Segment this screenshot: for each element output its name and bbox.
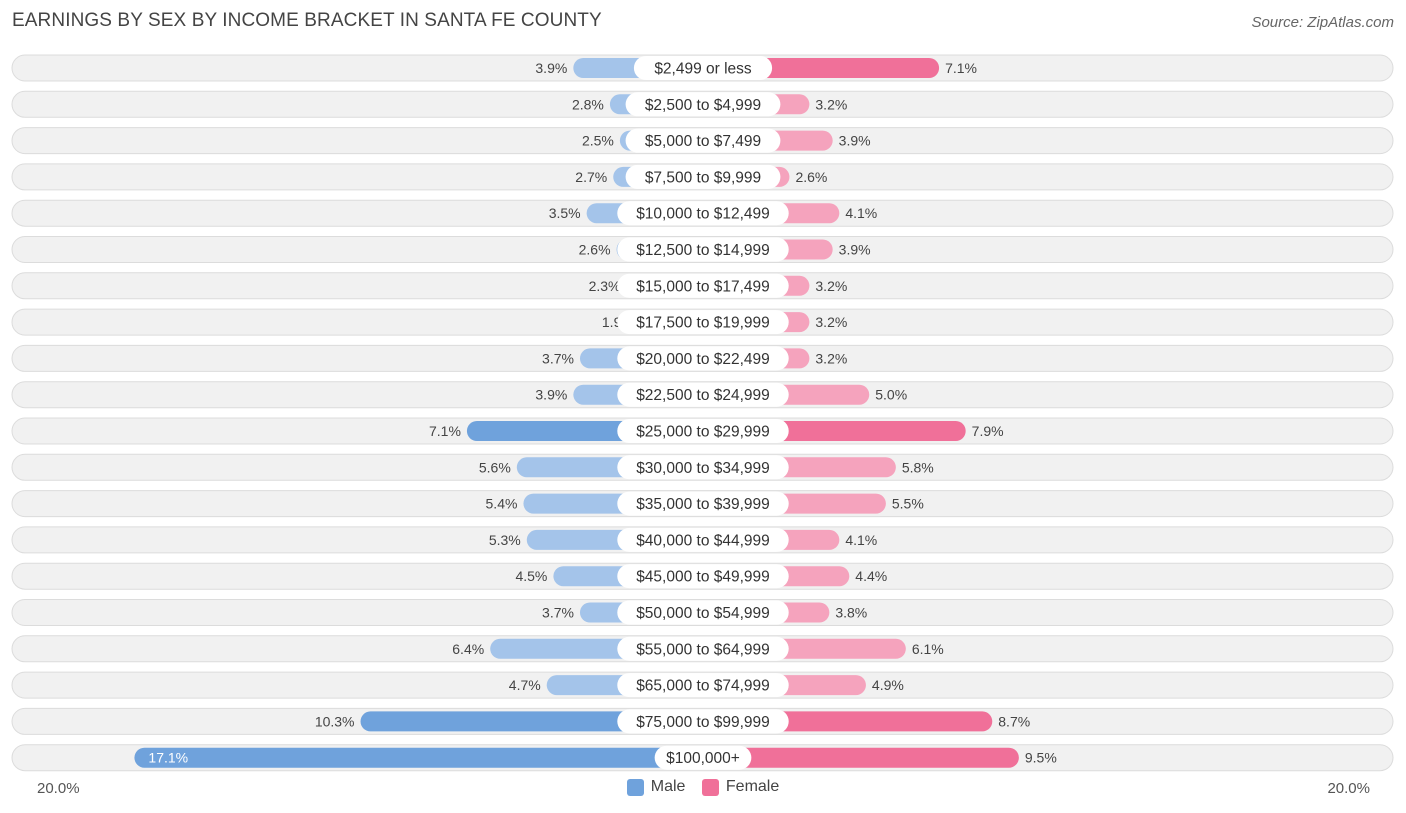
- male-value-label: 5.3%: [489, 532, 521, 548]
- category-label: $15,000 to $17,499: [636, 278, 770, 295]
- female-value-label: 5.8%: [902, 459, 934, 475]
- category-label: $45,000 to $49,999: [636, 569, 770, 586]
- male-value-label: 4.7%: [509, 677, 541, 693]
- category-label: $30,000 to $34,999: [636, 460, 770, 477]
- category-label-box: [617, 527, 789, 552]
- category-label-box: [625, 164, 781, 189]
- female-value-label: 4.1%: [845, 532, 877, 548]
- legend-label-female: Female: [725, 778, 780, 795]
- female-value-label: 8.7%: [998, 713, 1030, 729]
- male-value-label: 17.1%: [148, 750, 188, 766]
- category-label-box: [617, 564, 789, 589]
- category-label: $65,000 to $74,999: [636, 678, 770, 695]
- category-label-box: [617, 636, 789, 661]
- category-label-box: [617, 310, 789, 335]
- category-label: $2,499 or less: [654, 61, 752, 78]
- female-value-label: 5.5%: [892, 496, 924, 512]
- category-label: $7,500 to $9,999: [645, 169, 761, 186]
- category-label: $22,500 to $24,999: [636, 387, 770, 404]
- category-label: $20,000 to $22,499: [636, 351, 770, 368]
- legend-swatch-female: [701, 778, 719, 796]
- male-value-label: 5.4%: [486, 496, 518, 512]
- female-value-label: 3.9%: [839, 242, 871, 258]
- category-label-box: [617, 237, 789, 262]
- female-value-label: 3.8%: [835, 605, 867, 621]
- male-value-label: 2.5%: [582, 133, 614, 149]
- female-value-label: 4.9%: [872, 677, 904, 693]
- male-value-label: 2.3%: [589, 278, 621, 294]
- category-label: $25,000 to $29,999: [636, 424, 770, 441]
- category-label: $35,000 to $39,999: [636, 496, 770, 513]
- female-value-label: 3.2%: [815, 278, 847, 294]
- female-value-label: 6.1%: [912, 641, 944, 657]
- category-label-box: [617, 273, 789, 298]
- category-label: $2,500 to $4,999: [645, 97, 761, 114]
- female-bar[interactable]: [703, 747, 1019, 768]
- category-label-box: [617, 673, 789, 698]
- female-value-label: 4.4%: [855, 568, 887, 584]
- male-value-label: 3.5%: [549, 205, 581, 221]
- category-label: $40,000 to $44,999: [636, 532, 770, 549]
- female-value-label: 7.9%: [972, 423, 1004, 439]
- category-label: $10,000 to $12,499: [636, 206, 770, 223]
- category-label: $12,500 to $14,999: [636, 242, 770, 259]
- female-value-label: 9.5%: [1025, 750, 1057, 766]
- male-value-label: 2.8%: [572, 96, 604, 112]
- chart-area: 3.9% 7.1% $2,499 or less 2.8% 3.2% $2,500 to …: [11, 54, 1394, 772]
- legend-item-male[interactable]: Male: [626, 778, 686, 796]
- source-label: Source: ZipAtlas.com: [1251, 14, 1394, 31]
- category-label: $17,500 to $19,999: [636, 315, 770, 332]
- legend-item-female[interactable]: Female: [701, 778, 780, 796]
- male-value-label: 10.3%: [315, 713, 355, 729]
- male-value-label: 3.9%: [535, 60, 567, 76]
- male-value-label: 3.7%: [542, 350, 574, 366]
- male-value-label: 2.7%: [575, 169, 607, 185]
- female-value-label: 3.2%: [815, 96, 847, 112]
- category-label: $50,000 to $54,999: [636, 605, 770, 622]
- category-label: $55,000 to $64,999: [636, 641, 770, 658]
- category-label-box: [625, 92, 781, 117]
- category-label-box: [625, 128, 781, 153]
- legend-label-male: Male: [650, 778, 686, 795]
- female-value-label: 7.1%: [945, 60, 977, 76]
- male-value-label: 5.6%: [479, 459, 511, 475]
- male-value-label: 4.5%: [515, 568, 547, 584]
- male-bar[interactable]: [134, 747, 704, 768]
- category-label-box: [617, 455, 789, 480]
- category-label: $75,000 to $99,999: [636, 714, 770, 731]
- category-label: $5,000 to $7,499: [645, 133, 761, 150]
- female-value-label: 5.0%: [875, 387, 907, 403]
- male-value-label: 7.1%: [429, 423, 461, 439]
- category-label-box: [617, 346, 789, 371]
- female-value-label: 4.1%: [845, 205, 877, 221]
- male-value-label: 2.6%: [579, 242, 611, 258]
- category-label-box: [617, 709, 789, 734]
- female-value-label: 3.2%: [815, 314, 847, 330]
- female-value-label: 3.9%: [839, 133, 871, 149]
- male-value-label: 3.7%: [542, 605, 574, 621]
- legend-swatch-male: [626, 778, 644, 796]
- category-label-box: [617, 382, 789, 407]
- chart-title: EARNINGS BY SEX BY INCOME BRACKET IN SAN…: [12, 10, 602, 31]
- axis-right-label: 20.0%: [1327, 780, 1370, 797]
- category-label-box: [617, 201, 789, 226]
- category-label-box: [617, 600, 789, 625]
- female-value-label: 3.2%: [815, 350, 847, 366]
- male-value-label: 6.4%: [452, 641, 484, 657]
- male-value-label: 3.9%: [535, 387, 567, 403]
- axis-left-label: 20.0%: [37, 780, 80, 797]
- category-label-box: [617, 419, 789, 443]
- category-label-box: [654, 745, 752, 770]
- category-label: $100,000+: [666, 750, 740, 767]
- male-bar[interactable]: [360, 711, 703, 732]
- female-value-label: 2.6%: [795, 169, 827, 185]
- category-label-box: [633, 56, 773, 80]
- legend: Male Female: [0, 778, 1406, 801]
- category-label-box: [617, 491, 789, 516]
